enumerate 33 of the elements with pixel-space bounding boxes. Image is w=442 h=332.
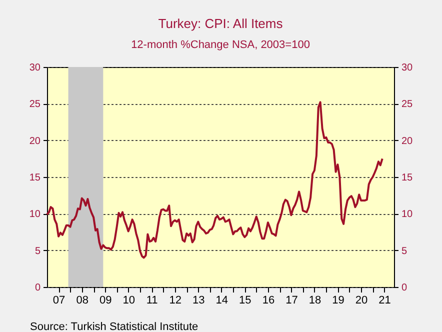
x-tick-label: 18: [308, 294, 322, 306]
y-tick-label: 5: [34, 246, 41, 257]
x-tick-label: 11: [146, 294, 158, 306]
x-tick-label: 08: [76, 294, 88, 306]
x-tick-label: 09: [99, 294, 112, 306]
chart-subtitle: 12-month %Change NSA, 2003=100: [131, 39, 310, 51]
y-tick-label: 15: [29, 172, 41, 184]
y2-tick-label: 10: [402, 209, 414, 220]
x-tick-label: 07: [52, 294, 66, 306]
y2-tick-label: 30: [402, 62, 414, 74]
source-note: Source: Turkish Statistical Institute: [30, 321, 198, 332]
x-tick-label: 19: [332, 294, 344, 306]
x-tick-label: 15: [239, 294, 252, 306]
chart-title: Turkey: CPI: All Items: [158, 16, 284, 31]
x-tick-label: 14: [216, 294, 228, 306]
y2-tick-label: 0: [402, 282, 408, 294]
x-tick-label: 17: [286, 294, 298, 306]
y-tick-label: 10: [29, 209, 41, 220]
y2-tick-label: 5: [402, 246, 408, 257]
y-tick-label: 25: [29, 99, 41, 110]
x-tick-label: 12: [169, 294, 182, 306]
y-tick-label: 30: [29, 62, 41, 74]
x-tick-label: 10: [122, 294, 135, 306]
x-tick-label: 21: [378, 294, 391, 306]
y2-tick-label: 20: [402, 136, 414, 147]
x-tick-label: 16: [262, 294, 275, 306]
line-series: [46, 101, 384, 259]
y2-tick-label: 25: [402, 99, 414, 110]
y2-tick-label: 15: [402, 172, 414, 184]
x-tick-label: 20: [355, 294, 368, 306]
y-tick-label: 0: [34, 282, 41, 294]
y-tick-label: 20: [29, 136, 41, 147]
x-tick-label: 13: [192, 294, 205, 306]
